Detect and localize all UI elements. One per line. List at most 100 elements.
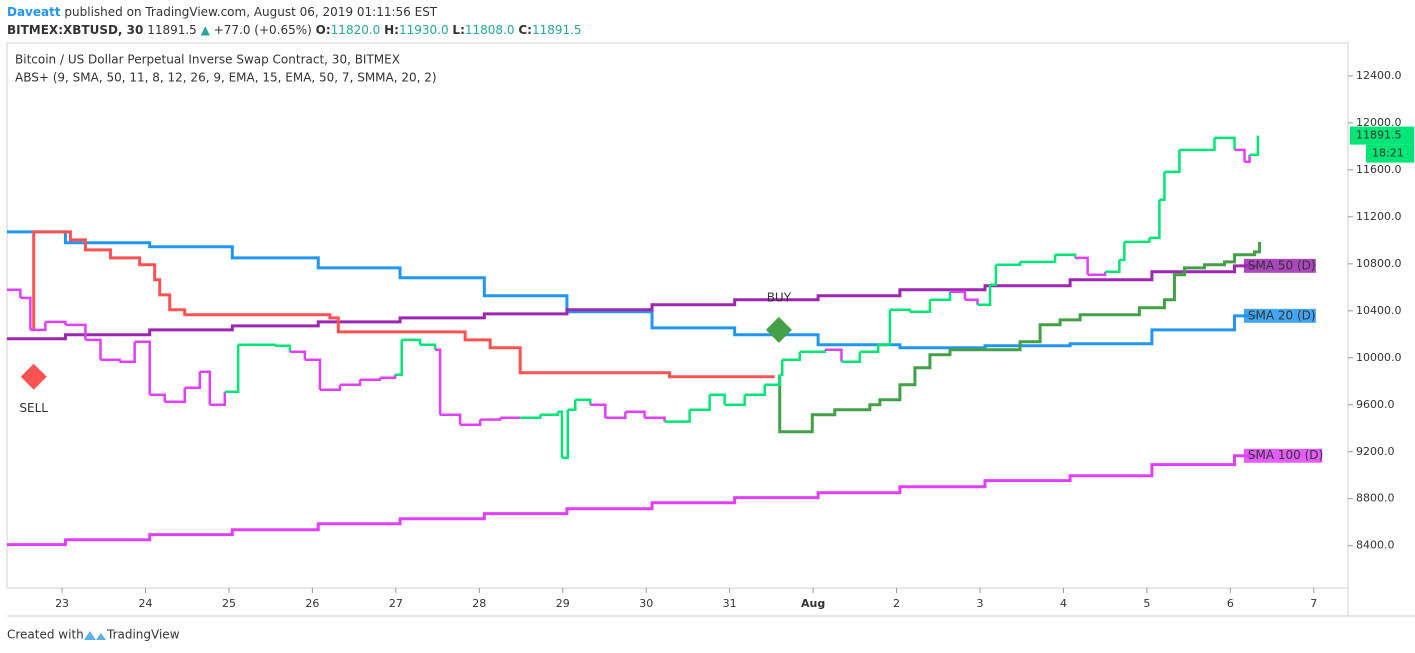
price-segment <box>149 393 166 402</box>
price-segment <box>964 298 979 305</box>
symbol: BITMEX:XBTUSD, 30 <box>7 23 143 37</box>
price-segment <box>977 284 992 307</box>
price-segment <box>304 358 322 390</box>
price-segment <box>644 416 666 422</box>
y-tick-label: 9200.0 <box>1356 445 1395 458</box>
price-segment <box>764 374 781 387</box>
c-label: C: <box>518 23 532 37</box>
price-segment <box>1105 259 1121 274</box>
price-segment <box>1159 171 1166 202</box>
price-segment <box>209 391 227 407</box>
price-segment <box>625 410 646 418</box>
indicator-line <box>7 264 1258 341</box>
price-segment <box>199 370 212 405</box>
x-tick-label: 24 <box>139 597 153 610</box>
price-segment <box>339 379 362 387</box>
price-segment <box>359 377 382 381</box>
series-tag-bg <box>1243 308 1316 323</box>
price-segment <box>1249 135 1260 157</box>
price-segment <box>1087 271 1107 276</box>
y-tick-label: 11600.0 <box>1356 163 1402 176</box>
series-tag-bg <box>1243 448 1323 463</box>
price-segment <box>689 394 711 411</box>
price-segment <box>460 419 482 426</box>
x-tick-label: 4 <box>1060 597 1067 610</box>
price-segment <box>480 417 502 421</box>
price-segment <box>380 374 397 380</box>
price-segment <box>30 321 47 332</box>
y-tick-label: 12000.0 <box>1356 116 1402 129</box>
price-segment <box>401 338 422 345</box>
x-tick-label: 25 <box>222 597 236 610</box>
indicator-line <box>32 230 775 379</box>
price-segment <box>824 348 843 362</box>
price-segment <box>782 351 801 362</box>
countdown-bg <box>1366 144 1414 163</box>
price-segment <box>779 359 784 376</box>
footer-created: Created with <box>7 628 84 642</box>
price-segment <box>744 384 766 397</box>
price-segment <box>878 309 892 346</box>
footer-brand[interactable]: TradingView <box>106 628 180 642</box>
last-price: 11891.5 <box>147 23 197 37</box>
price-segment <box>889 308 912 312</box>
change: +77.0 (+0.65%) <box>214 23 312 37</box>
price-segment <box>224 344 240 393</box>
x-tick-label: 2 <box>893 597 900 610</box>
price-segment <box>605 411 627 419</box>
indicator-line <box>7 230 1258 350</box>
header-line-1: Daveatt published on TradingView.com, Au… <box>7 5 438 19</box>
indicator-line <box>7 454 1258 547</box>
series-tag: SMA 100 (D) <box>1248 448 1323 462</box>
price-segment <box>1040 254 1057 264</box>
o-label: O: <box>316 23 331 37</box>
price-segment <box>65 323 87 340</box>
price-segment <box>85 338 102 360</box>
price-segment <box>590 403 607 418</box>
chart-title: Bitcoin / US Dollar Perpetual Inverse Sw… <box>15 53 400 67</box>
c: 11891.5 <box>532 23 582 37</box>
price-segment <box>7 288 22 298</box>
x-tick-label: 27 <box>389 597 403 610</box>
y-tick-label: 10400.0 <box>1356 304 1402 317</box>
price-segment <box>799 349 827 354</box>
price-segment <box>995 261 1022 267</box>
y-tick-label: 12400.0 <box>1356 69 1402 82</box>
x-tick-label: 6 <box>1227 597 1234 610</box>
published: published on TradingView.com, August 06,… <box>64 5 437 19</box>
price-segment <box>184 371 202 389</box>
x-tick-label: 7 <box>1310 597 1317 610</box>
price-segment <box>1119 241 1126 262</box>
last-price-label: 11891.5 <box>1356 129 1402 142</box>
price-segment <box>1055 253 1077 258</box>
x-tick-label: 31 <box>723 597 737 610</box>
price-segment <box>949 290 967 300</box>
l: 11808.0 <box>465 23 515 37</box>
author[interactable]: Daveatt <box>7 5 61 19</box>
price-segment <box>990 264 998 286</box>
price-segment <box>319 384 342 391</box>
indicator-subtitle: ABS+ (9, SMA, 50, 11, 8, 12, 26, 9, EMA,… <box>15 71 437 85</box>
signal-label: SELL <box>19 401 48 415</box>
price-segment <box>289 350 307 360</box>
plot-area: SELL BUY <box>7 135 1262 547</box>
y-tick-label: 9600.0 <box>1356 398 1395 411</box>
countdown-label: 18:21 <box>1372 147 1404 160</box>
price-segment <box>540 411 560 417</box>
price-segment <box>395 339 403 376</box>
price-segment <box>724 394 746 407</box>
indicator-line <box>778 241 1262 434</box>
series-tag-bg <box>1243 258 1316 273</box>
x-tick-label: 23 <box>55 597 69 610</box>
price-segment <box>164 387 186 403</box>
price-segment <box>1234 148 1246 162</box>
price-segment <box>520 414 542 419</box>
y-tick-label: 10000.0 <box>1356 351 1402 364</box>
price-segment <box>929 291 952 302</box>
x-tick-label: Aug <box>801 597 825 610</box>
price-segment <box>1149 199 1161 240</box>
y-tick-label: 8800.0 <box>1356 492 1395 505</box>
series-tag: SMA 20 (D) <box>1248 308 1316 322</box>
